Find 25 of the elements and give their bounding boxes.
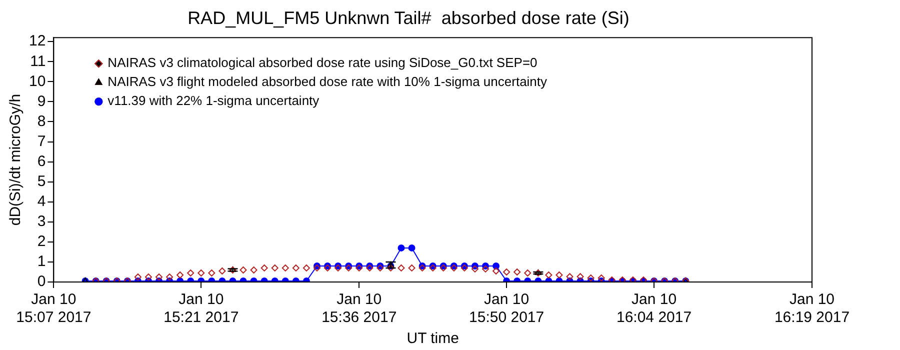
y-tick-label: 10 bbox=[28, 72, 46, 90]
x-tick-label: Jan 10 15:36 2017 bbox=[322, 291, 397, 326]
y-tick-label: 1 bbox=[37, 253, 46, 270]
x-axis-title: UT time bbox=[406, 330, 459, 348]
legend-label: NAIRAS v3 climatological absorbed dose rate using SiDose_G0.txt SEP=0 bbox=[108, 55, 538, 70]
y-tick-label: 9 bbox=[37, 92, 46, 110]
y-tick-label: 2 bbox=[37, 233, 46, 250]
x-tick-label: Jan 10 16:19 2017 bbox=[774, 291, 850, 326]
chart-title: RAD_MUL_FM5 Unknwn Tail# absorbed dose rate (Si) bbox=[188, 8, 630, 28]
y-tick-label: 11 bbox=[30, 52, 46, 70]
y-tick-label: 4 bbox=[37, 193, 46, 210]
y-tick-label: 8 bbox=[37, 112, 46, 130]
x-tick-label: Jan 10 15:50 2017 bbox=[469, 291, 544, 326]
y-tick-label: 3 bbox=[37, 213, 46, 230]
y-tick-label: 0 bbox=[37, 273, 46, 290]
legend-label: NAIRAS v3 flight modeled absorbed dose rate with 10% 1-sigma uncertainty bbox=[108, 74, 548, 90]
y-tick-label: 6 bbox=[37, 152, 46, 170]
x-tick-label: Jan 10 16:04 2017 bbox=[616, 291, 692, 326]
x-tick-label: Jan 10 15:21 2017 bbox=[164, 291, 239, 326]
legend-label: v11.39 with 22% 1-sigma uncertainty bbox=[108, 93, 320, 108]
y-axis-title: dD(Si)/dt microGy/h bbox=[7, 94, 24, 226]
y-tick-label: 7 bbox=[37, 132, 46, 150]
y-tick-label: 12 bbox=[28, 32, 46, 50]
y-tick-label: 5 bbox=[37, 172, 46, 190]
x-tick-label: Jan 10 15:07 2017 bbox=[16, 291, 92, 326]
